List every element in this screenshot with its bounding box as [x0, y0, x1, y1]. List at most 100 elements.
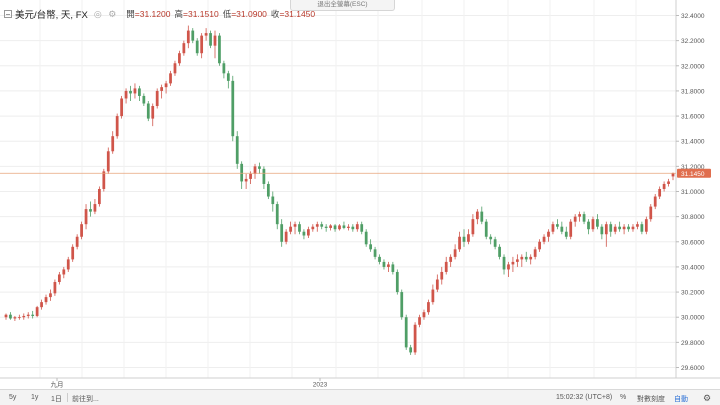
goto-date-button[interactable]: 前往到...: [72, 396, 99, 403]
range-1y-button[interactable]: 1y: [31, 394, 39, 401]
candle-body: [604, 224, 608, 235]
candle: [262, 166, 266, 189]
candle: [146, 100, 150, 122]
candle-body: [155, 90, 159, 107]
candle-body: [133, 88, 137, 94]
candle: [618, 221, 622, 232]
x-tick-label: 2023: [313, 382, 328, 389]
candle-body: [502, 256, 506, 270]
candle-body: [400, 292, 404, 318]
candle: [98, 186, 101, 207]
candle: [293, 221, 297, 235]
candle: [569, 219, 573, 240]
candle-body: [413, 324, 417, 353]
candle-body: [560, 226, 564, 232]
candle: [160, 84, 164, 99]
candle-body: [591, 219, 595, 230]
candle-body: [533, 249, 537, 257]
exit-fullscreen-button[interactable]: 退出全螢幕(ESC): [290, 0, 395, 11]
candle: [538, 239, 541, 252]
candle: [551, 221, 555, 235]
candle-body: [578, 214, 581, 217]
range-5y-button[interactable]: 5y: [9, 394, 17, 401]
candle: [84, 204, 88, 230]
candle: [440, 266, 444, 285]
candle-body: [453, 249, 457, 257]
symbol-title: 美元/台幣, 天, FX: [15, 10, 88, 21]
candle: [444, 256, 448, 275]
candle: [115, 113, 119, 139]
price-axis[interactable]: 29.6000 29.8000 30.0000 30.2000 30.4000 30.60…: [675, 0, 705, 378]
candle-body: [484, 221, 488, 237]
candle-body: [662, 183, 666, 189]
candle: [102, 168, 106, 192]
ohlc-open: 開=31.1200: [126, 9, 171, 19]
candle-body: [204, 33, 208, 36]
candle: [600, 224, 604, 240]
candle: [529, 254, 533, 265]
candle-body: [191, 30, 195, 41]
candle: [484, 219, 488, 240]
candle-body: [26, 314, 30, 316]
candle-body: [338, 225, 341, 230]
candle-body: [213, 35, 217, 46]
candle-body: [315, 224, 319, 227]
gear-icon[interactable]: ⚙: [703, 393, 712, 403]
bottom-toolbar: 5y 1y 1日 前往到... 15:02:32 (UTC+8) % 對數刻度 …: [0, 389, 720, 405]
time-axis[interactable]: 九月 2023: [0, 377, 720, 389]
candle: [649, 204, 653, 222]
range-1d-button[interactable]: 1日: [51, 396, 62, 403]
candle: [200, 33, 204, 59]
candle-body: [422, 312, 426, 318]
candle: [209, 30, 212, 49]
log-scale-toggle[interactable]: 對數刻度: [637, 396, 665, 403]
candle-body: [222, 63, 226, 74]
candle-body: [640, 224, 644, 232]
candle-body: [160, 87, 164, 91]
candle: [431, 284, 435, 305]
candle-body: [551, 224, 555, 232]
candle: [226, 70, 230, 89]
candle-body: [240, 163, 244, 182]
candle-body: [178, 53, 181, 64]
candle-body: [347, 226, 350, 228]
candle-body: [542, 236, 546, 242]
candle-body: [40, 302, 43, 308]
candle-body: [391, 264, 395, 272]
candle-body: [289, 226, 292, 232]
candle-body: [71, 246, 75, 260]
candle: [547, 229, 550, 242]
candle-body: [93, 204, 97, 212]
candle: [427, 299, 430, 315]
candle-body: [573, 216, 577, 222]
y-tick-label: 32.4000: [681, 13, 705, 20]
candle: [391, 261, 395, 275]
percent-toggle[interactable]: %: [620, 394, 627, 401]
candle: [26, 312, 30, 319]
candle: [373, 246, 377, 260]
candle: [387, 261, 390, 272]
candle-body: [186, 30, 190, 44]
last-price-line: 31.1450: [0, 168, 711, 178]
candle: [31, 310, 35, 319]
toolbar-divider: [67, 393, 68, 402]
clock-readout[interactable]: 15:02:32 (UTC+8): [556, 394, 613, 401]
collapse-legend-icon[interactable]: [4, 10, 12, 18]
candle-body: [582, 214, 586, 222]
ohlc-low: 低=31.0900: [222, 9, 267, 19]
candle: [311, 224, 315, 232]
legend-tools-icon[interactable]: ◎ ⚙: [93, 8, 119, 19]
candle-body: [440, 271, 444, 280]
candle-body: [173, 63, 177, 74]
candle: [418, 314, 421, 328]
candle-body: [644, 219, 648, 232]
candle-body: [520, 256, 524, 260]
candle: [191, 28, 195, 44]
candle-body: [475, 211, 479, 220]
y-tick-label: 31.0000: [681, 189, 705, 196]
y-tick-label: 29.6000: [681, 365, 705, 372]
candle-body: [480, 211, 484, 222]
candle-body: [44, 297, 48, 303]
auto-scale-toggle[interactable]: 自動: [674, 396, 688, 403]
